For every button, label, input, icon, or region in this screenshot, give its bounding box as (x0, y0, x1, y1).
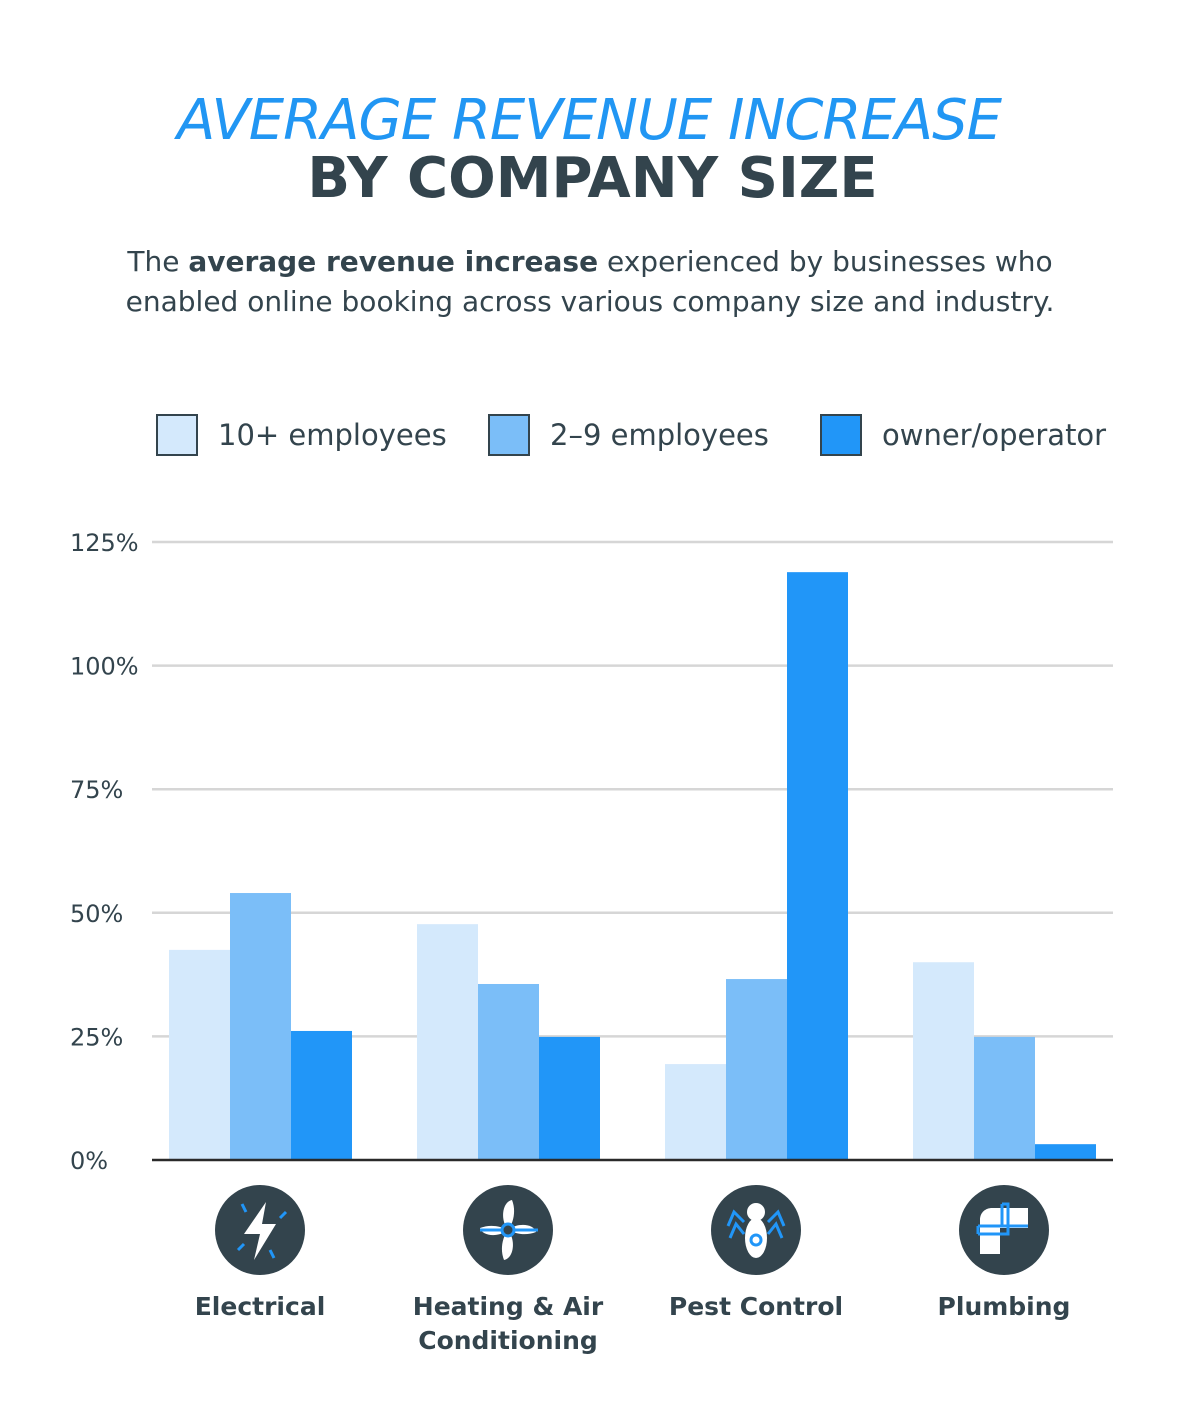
legend-label: 2–9 employees (550, 418, 769, 452)
pipe-icon (959, 1185, 1049, 1275)
bar-2-9-employees (726, 979, 787, 1160)
category-label: Pest Control (668, 1292, 844, 1321)
bar-2-9-employees (974, 1036, 1035, 1160)
bar-10-employees (169, 949, 230, 1160)
subtitle: The average revenue increase experienced… (80, 242, 1100, 322)
title-line-1: AVERAGE REVENUE INCREASE (176, 88, 1002, 153)
y-tick-label: 75% (70, 776, 123, 804)
bar-owner-operator (291, 1030, 352, 1160)
legend-label: 10+ employees (218, 418, 447, 452)
bar-10-employees (417, 924, 478, 1160)
bar-10-employees (665, 1064, 726, 1160)
subtitle-bold: average revenue increase (188, 245, 599, 278)
lightning-bolt-icon (215, 1185, 305, 1275)
subtitle-post: experienced by businesses who enabled on… (125, 245, 1055, 318)
y-tick-label: 25% (70, 1023, 123, 1051)
legend-swatch (156, 414, 198, 456)
legend-item-owner: owner/operator (820, 412, 1106, 458)
bar-owner-operator (1035, 1144, 1096, 1160)
legend-swatch (488, 414, 530, 456)
subtitle-pre: The (127, 245, 189, 278)
y-tick-label: 0% (70, 1147, 108, 1175)
category-label: Electrical (194, 1292, 326, 1321)
bar-10-employees (913, 962, 974, 1160)
fan-icon (463, 1185, 553, 1275)
legend-item-10plus: 10+ employees (156, 412, 447, 458)
legend-item-2-9: 2–9 employees (488, 412, 769, 458)
bug-icon (711, 1185, 801, 1275)
bar-2-9-employees (230, 893, 291, 1160)
legend-swatch (820, 414, 862, 456)
bar-owner-operator (539, 1036, 600, 1160)
y-tick-label: 125% (70, 529, 139, 557)
legend-label: owner/operator (882, 418, 1107, 452)
category-label: Heating & Air Conditioning (412, 1292, 604, 1355)
y-tick-label: 50% (70, 900, 123, 928)
bar-2-9-employees (478, 983, 539, 1160)
y-tick-label: 100% (70, 653, 139, 681)
title-line-2: BY COMPANY SIZE (307, 146, 878, 211)
category-label: Plumbing (937, 1292, 1071, 1321)
bar-owner-operator (787, 572, 848, 1160)
